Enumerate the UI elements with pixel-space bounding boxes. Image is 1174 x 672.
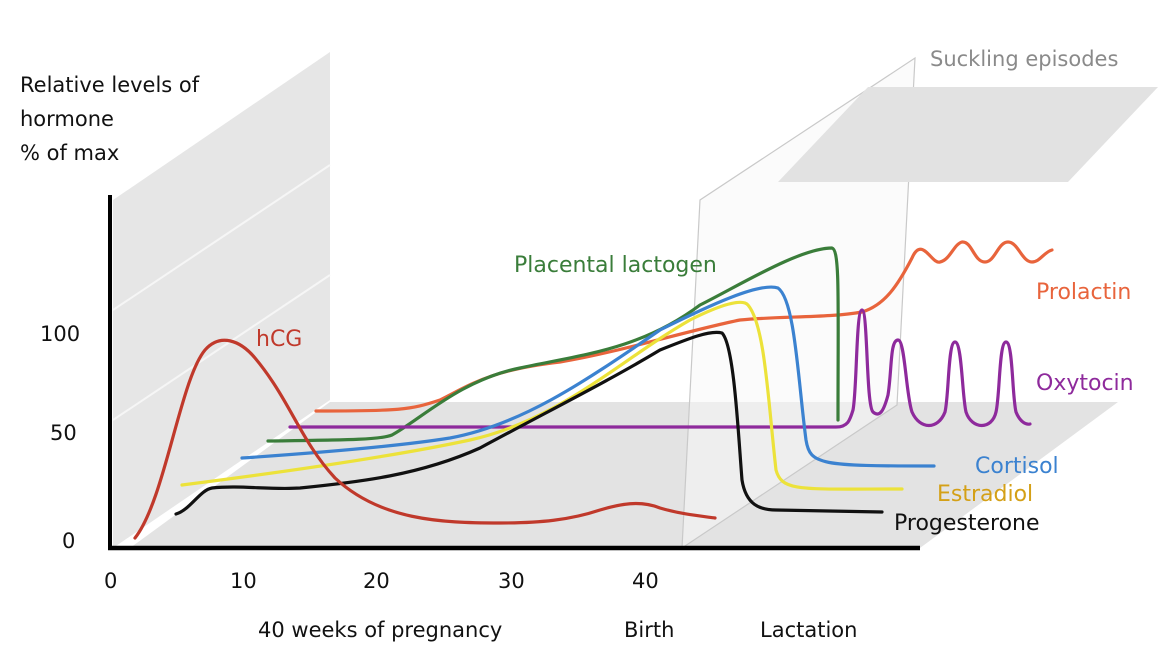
suckling-bar [877, 87, 1065, 182]
series-line-placental-lactogen [266, 246, 840, 443]
y-tick-label: 50 [50, 421, 77, 445]
back-wall-panel [113, 52, 330, 548]
x-tick-label: 20 [363, 569, 390, 593]
x-tick-label: 30 [498, 569, 525, 593]
x-tick-label: 40 [632, 569, 659, 593]
suckling-bar [778, 87, 970, 182]
suckling-episodes-label: Suckling episodes [930, 47, 1118, 71]
series-label-cortisol: Cortisol [975, 454, 1059, 479]
suckling-bar [972, 87, 1158, 182]
x-tick-label: 0 [104, 569, 117, 593]
birth-label: Birth [624, 618, 674, 642]
series-label-oxytocin: Oxytocin [1036, 371, 1134, 396]
series-line-progesterone [174, 330, 884, 516]
x-tick-label: 10 [230, 569, 257, 593]
x-axis-title: 40 weeks of pregnancy [258, 618, 502, 642]
y-axis-title-line3: % of max [20, 141, 119, 165]
back-wall-gridline [112, 274, 331, 421]
series-label-estradiol: Estradiol [937, 482, 1033, 507]
back-wall-gridline [112, 164, 331, 311]
series-line-oxytocin [288, 308, 1032, 429]
series-label-hcg: hCG [256, 327, 302, 352]
series-curves [133, 240, 1054, 540]
y-tick-label: 0 [62, 529, 75, 553]
lactation-label: Lactation [760, 618, 857, 642]
series-label-prolactin: Prolactin [1036, 280, 1131, 305]
series-line-hcg [133, 338, 717, 540]
series-label-progesterone: Progesterone [894, 511, 1040, 536]
y-tick-label: 100 [40, 322, 80, 346]
series-line-estradiol [180, 300, 904, 491]
series-line-cortisol [240, 285, 936, 468]
y-axis-title-line1: Relative levels of [20, 73, 200, 97]
series-label-placental-lactogen: Placental lactogen [514, 253, 717, 278]
y-axis-title-line2: hormone [20, 107, 114, 131]
